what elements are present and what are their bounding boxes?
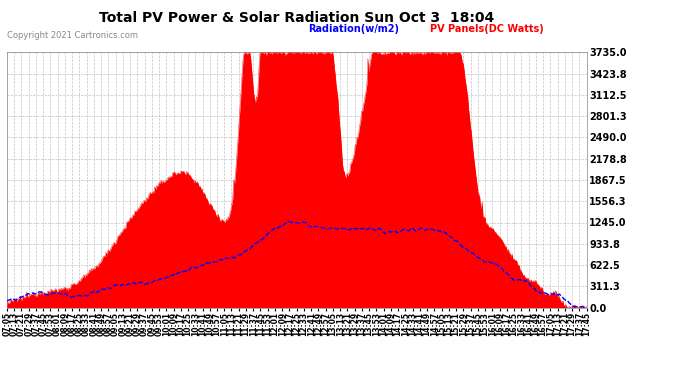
- Text: Radiation(w/m2): Radiation(w/m2): [308, 24, 400, 34]
- Text: PV Panels(DC Watts): PV Panels(DC Watts): [430, 24, 544, 34]
- Text: Total PV Power & Solar Radiation Sun Oct 3  18:04: Total PV Power & Solar Radiation Sun Oct…: [99, 11, 494, 25]
- Text: Copyright 2021 Cartronics.com: Copyright 2021 Cartronics.com: [7, 30, 138, 39]
